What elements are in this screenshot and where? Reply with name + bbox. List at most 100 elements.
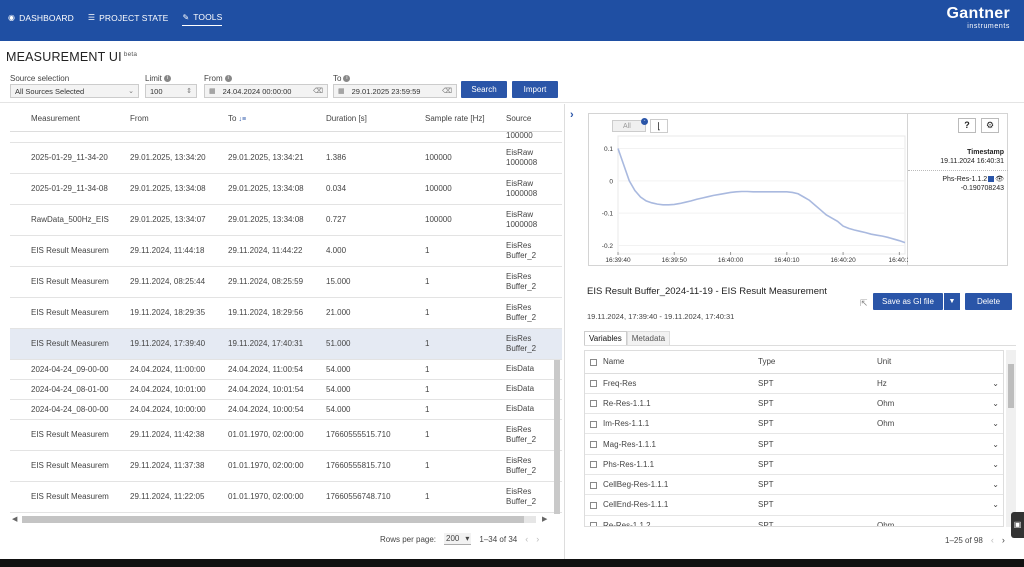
table-row[interactable]: 2025-01-29_11-34-20 29.01.2025, 13:34:20 2… xyxy=(10,142,562,174)
row-checkbox[interactable] xyxy=(590,522,597,526)
hscroll-thumb[interactable] xyxy=(22,516,524,523)
calendar-icon[interactable]: ▦ xyxy=(209,88,216,95)
axes-icon[interactable]: ⌊ xyxy=(650,119,668,133)
col-type[interactable]: Type xyxy=(758,351,877,374)
clear-icon[interactable]: ⌫ xyxy=(313,88,323,95)
variable-row[interactable]: CellBeg-Res-1.1.1 SPT ⌄ xyxy=(585,474,1003,496)
eye-icon[interactable]: 👁 xyxy=(995,176,1004,183)
scroll-right-icon[interactable]: ▶ xyxy=(542,516,548,523)
sort-icon[interactable]: ↓≡ xyxy=(238,115,247,123)
cell-duration: 17660556748.710 xyxy=(305,481,404,513)
source-select[interactable]: All Sources Selected ⌄ xyxy=(10,84,139,98)
to-date-input[interactable]: ▦ 29.01.2025 23:59:59 ⌫ xyxy=(333,84,457,98)
variable-row[interactable]: Re-Res-1.1.1 SPT Ohm ⌄ xyxy=(585,393,1003,415)
tab-metadata[interactable]: Metadata xyxy=(626,331,671,345)
table-scrollbar[interactable] xyxy=(553,134,561,514)
table-row[interactable]: EIS Result Measurement29.11.2024, 11:42:… xyxy=(10,419,562,451)
variable-row[interactable]: Mag-Res-1.1.1 SPT ⌄ xyxy=(585,433,1003,455)
table-row[interactable]: EIS Result Measurement29.11.2024, 11:37:… xyxy=(10,450,562,482)
scroll-thumb[interactable] xyxy=(1008,364,1014,408)
variable-row[interactable]: Freq-Res SPT Hz ⌄ xyxy=(585,373,1003,394)
table-row[interactable]: EIS Result Measurement29.11.2024, 08:25:… xyxy=(10,266,562,298)
col-to[interactable]: To ↓≡ xyxy=(207,106,305,132)
source-line: Buffer_2 xyxy=(506,496,537,506)
scroll-left-icon[interactable]: ◀ xyxy=(12,516,18,523)
table-row[interactable]: 2024-04-24_08-01-00 24.04.2024, 10:01:00 2… xyxy=(10,379,562,400)
expand-row-icon[interactable]: ⌄ xyxy=(985,515,1003,526)
rows-per-page-select[interactable]: 200 ▾ xyxy=(444,533,472,545)
variable-row[interactable]: Im-Res-1.1.1 SPT Ohm ⌄ xyxy=(585,413,1003,435)
delete-button[interactable]: Delete xyxy=(965,293,1012,310)
source-line: EisRaw xyxy=(506,178,534,188)
table-hscrollbar[interactable]: ◀ ▶ xyxy=(10,515,552,524)
variable-row[interactable]: Re-Res-1.1.2 SPT Ohm ⌄ xyxy=(585,515,1003,526)
expand-panel-icon[interactable]: › xyxy=(570,109,574,121)
table-row[interactable]: 2024-04-24_08-00-00 24.04.2024, 10:00:00 2… xyxy=(10,399,562,420)
expand-row-icon[interactable]: ⌄ xyxy=(985,494,1003,516)
expand-row-icon[interactable]: ⌄ xyxy=(985,373,1003,394)
save-gi-button[interactable]: Save as GI file xyxy=(873,293,943,310)
col-duration[interactable]: Duration [s] xyxy=(305,106,404,132)
save-dropdown-button[interactable]: ▼ xyxy=(944,293,960,310)
gear-icon[interactable]: ⚙ xyxy=(981,118,999,133)
table-row[interactable]: EIS Result Measurement29.11.2024, 11:22:… xyxy=(10,481,562,513)
stepper-icon[interactable]: ⇕ xyxy=(186,88,192,95)
nav-dashboard[interactable]: ◉ DASHBOARD xyxy=(8,12,74,26)
row-checkbox[interactable] xyxy=(590,400,597,408)
feedback-tab-icon[interactable]: ▣ xyxy=(1011,512,1024,538)
col-name[interactable]: Name xyxy=(603,351,758,374)
all-series-toggle[interactable]: All ◦ xyxy=(612,118,648,132)
table-row[interactable]: EIS Result Measurement29.11.2024, 11:44:… xyxy=(10,235,562,267)
limit-input[interactable]: 100 ⇕ xyxy=(145,84,197,98)
scroll-thumb[interactable] xyxy=(554,360,560,514)
row-checkbox[interactable] xyxy=(590,461,597,469)
nav-project-state[interactable]: ☰ PROJECT STATE xyxy=(88,12,169,26)
cell-to: 29.01.2025, 13:34:21 xyxy=(207,142,305,174)
variables-scrollbar[interactable] xyxy=(1006,350,1016,527)
row-checkbox[interactable] xyxy=(590,380,597,388)
col-source[interactable]: Source xyxy=(502,106,562,132)
open-external-icon[interactable]: ⇱ xyxy=(860,298,868,308)
col-from[interactable]: From xyxy=(109,106,207,132)
cell-unit xyxy=(877,474,985,496)
calendar-icon[interactable]: ▦ xyxy=(338,88,345,95)
row-select-cell xyxy=(585,433,603,455)
prev-page-icon[interactable]: ‹ xyxy=(525,534,529,544)
expand-row-icon[interactable]: ⌄ xyxy=(985,413,1003,435)
col-unit[interactable]: Unit xyxy=(877,351,985,374)
next-page-icon[interactable]: › xyxy=(1001,535,1005,545)
variable-row[interactable]: Phs-Res-1.1.1 SPT ⌄ xyxy=(585,454,1003,475)
series-color-swatch[interactable] xyxy=(988,176,995,183)
to-label: To i xyxy=(333,74,351,83)
table-row[interactable]: 2024-04-24_09-00-00 24.04.2024, 11:00:00 2… xyxy=(10,359,562,380)
row-checkbox[interactable] xyxy=(590,481,597,489)
select-all-checkbox[interactable] xyxy=(590,358,597,366)
tab-variables[interactable]: Variables xyxy=(584,331,627,345)
col-measurement[interactable]: Measurement xyxy=(10,106,109,132)
expand-row-icon[interactable]: ⌄ xyxy=(985,454,1003,475)
search-button[interactable]: Search xyxy=(461,81,507,98)
import-button[interactable]: Import xyxy=(512,81,558,98)
col-sample-rate[interactable]: Sample rate [Hz] xyxy=(404,106,502,132)
table-row[interactable]: RawData_500Hz_EIS-1 29.01.2025, 13:34:07 2… xyxy=(10,204,562,236)
nav-tools[interactable]: ✎ TOOLS xyxy=(182,12,223,26)
row-checkbox[interactable] xyxy=(590,420,597,428)
clear-icon[interactable]: ⌫ xyxy=(442,88,452,95)
next-page-icon[interactable]: › xyxy=(536,534,540,544)
help-icon[interactable]: ? xyxy=(958,118,976,133)
from-date-input[interactable]: ▦ 24.04.2024 00:00:00 ⌫ xyxy=(204,84,328,98)
row-checkbox[interactable] xyxy=(590,440,597,448)
panel-divider xyxy=(564,104,565,559)
prev-page-icon[interactable]: ‹ xyxy=(990,535,994,545)
cell-to: 24.04.2024, 11:00:54 xyxy=(207,359,305,380)
x-tick-label: 16:40:10 xyxy=(774,257,800,264)
expand-row-icon[interactable]: ⌄ xyxy=(985,393,1003,415)
expand-row-icon[interactable]: ⌄ xyxy=(985,433,1003,455)
expand-row-icon[interactable]: ⌄ xyxy=(985,474,1003,496)
table-row[interactable]: 2025-01-29_11-34-08 29.01.2025, 13:34:08 2… xyxy=(10,173,562,205)
variable-row[interactable]: CellEnd-Res-1.1.1 SPT ⌄ xyxy=(585,494,1003,516)
cell-from: 24.04.2024, 11:00:00 xyxy=(109,359,207,380)
row-checkbox[interactable] xyxy=(590,501,597,509)
